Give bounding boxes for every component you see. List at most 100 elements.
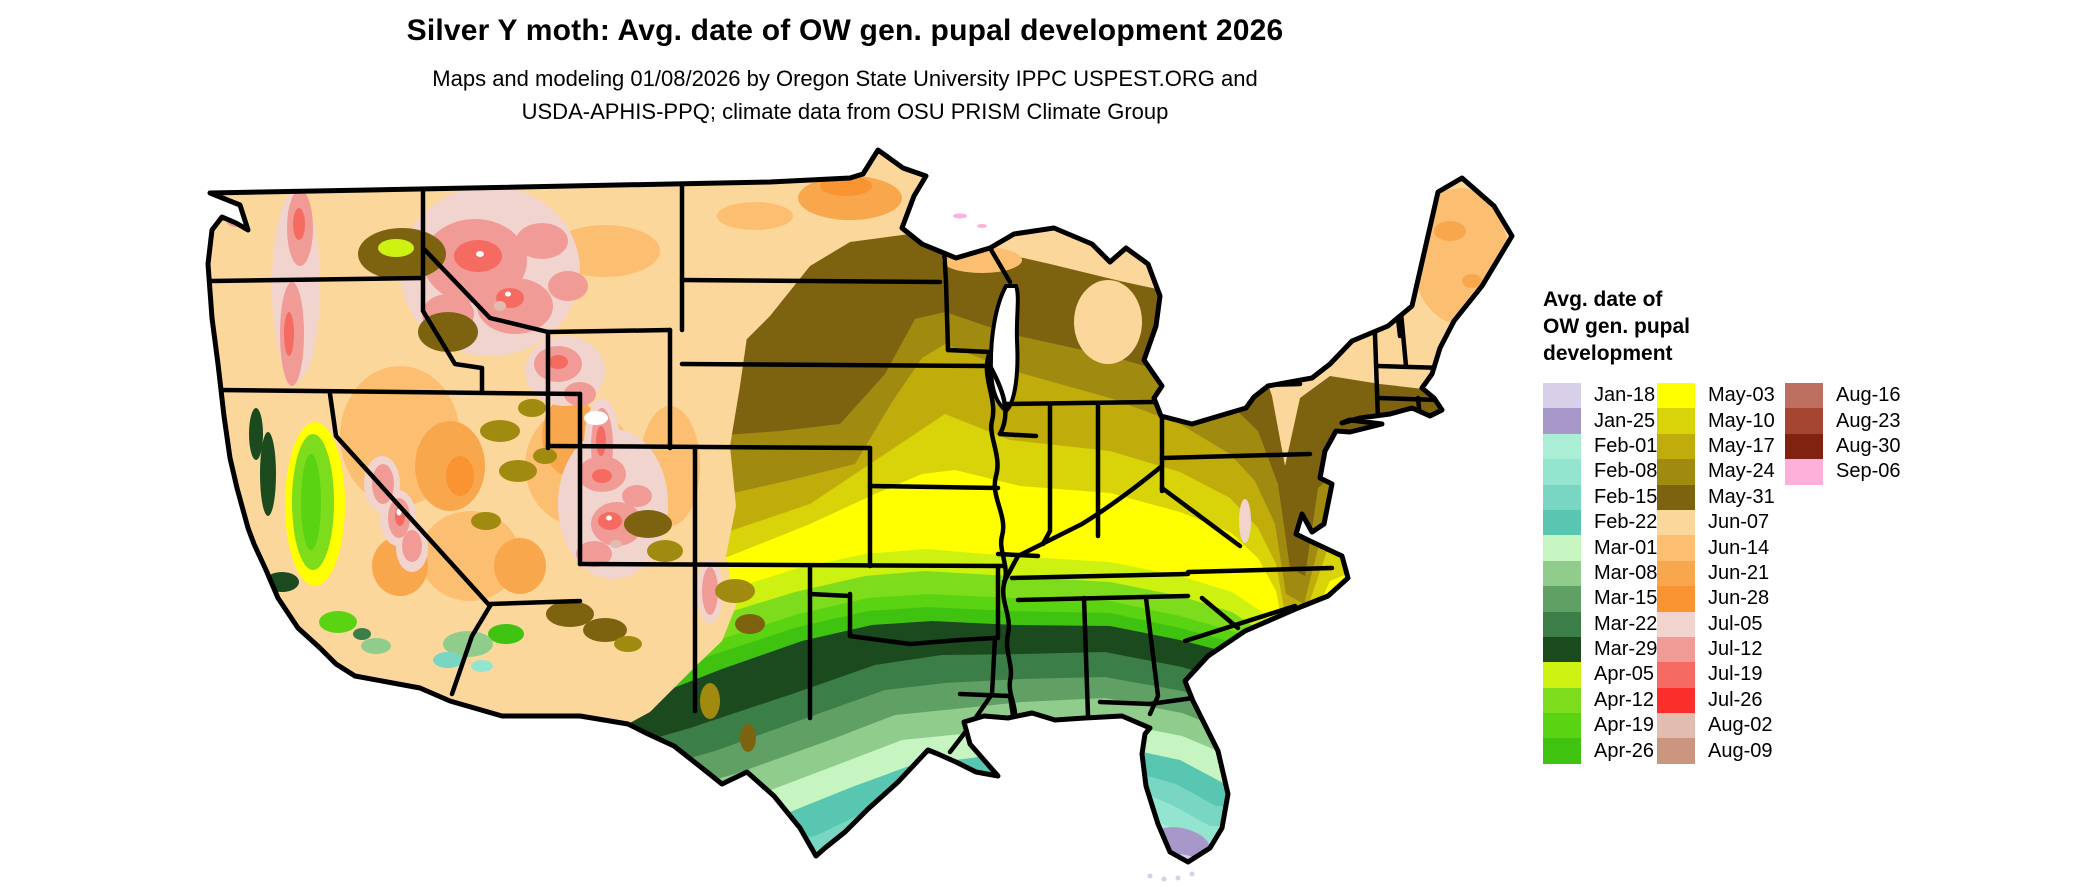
legend-swatch	[1657, 662, 1695, 688]
legend-entry: Jul-05	[1657, 611, 1775, 637]
legend-entry: Jul-26	[1657, 687, 1775, 714]
legend-label: Apr-05	[1594, 663, 1655, 686]
legend-entry: Sep-06	[1785, 459, 1901, 485]
legend-entry: Jun-21	[1657, 560, 1775, 587]
legend-label: Mar-15	[1594, 587, 1658, 610]
legend-entry: Jan-18	[1543, 383, 1657, 409]
legend-label: Mar-08	[1594, 561, 1658, 584]
legend-swatch	[1785, 459, 1823, 485]
legend-swatch	[1543, 383, 1581, 409]
legend-label: May-17	[1708, 434, 1775, 457]
patches-jun07-islands	[1074, 280, 1342, 370]
patch-columbia-basin-center	[378, 239, 414, 257]
legend-label: Mar-01	[1594, 536, 1658, 559]
legend-label: Jul-19	[1708, 663, 1763, 686]
legend-label: May-10	[1708, 409, 1775, 432]
legend-swatch	[1657, 560, 1695, 587]
legend-entry: Jan-25	[1543, 408, 1657, 434]
legend-label: Jun-14	[1708, 536, 1770, 559]
isle-royale-specks	[953, 213, 987, 228]
legend-swatch	[1543, 509, 1581, 536]
legend-label: Jan-25	[1594, 409, 1656, 432]
legend-entry: Apr-05	[1543, 662, 1657, 688]
legend-label: Aug-16	[1836, 384, 1901, 407]
legend-column-3: Aug-16 Aug-23 Aug-30 Sep-06	[1785, 383, 1901, 485]
legend-label: Sep-06	[1836, 460, 1901, 483]
legend-label: Feb-08	[1594, 460, 1658, 483]
legend-entry: Apr-12	[1543, 687, 1657, 714]
legend-entry: Feb-08	[1543, 459, 1658, 485]
legend-swatch	[1543, 636, 1581, 663]
florida-keys	[1147, 871, 1195, 882]
legend-label: Jul-05	[1708, 612, 1763, 635]
legend-swatch	[1657, 433, 1695, 460]
legend-column-2: May-03 May-10 May-17 May-24 May-31 Jun-0…	[1657, 383, 1775, 764]
legend-swatch	[1657, 611, 1695, 637]
legend-label: Jun-21	[1708, 561, 1770, 584]
legend-entry: Apr-26	[1543, 738, 1657, 764]
legend-swatch	[1543, 560, 1581, 587]
legend-swatch	[1543, 586, 1581, 612]
legend-columns: Jan-18 Jan-25 Feb-01 Feb-08 Feb-15 Feb-2…	[1543, 383, 2083, 783]
subtitle-line-2: USDA-APHIS-PPQ; climate data from OSU PR…	[521, 99, 1169, 124]
legend-label: Jun-28	[1708, 587, 1770, 610]
legend-entry: Jul-19	[1657, 662, 1775, 688]
legend-entry: Mar-01	[1543, 535, 1658, 561]
legend-swatch	[1543, 535, 1581, 561]
legend-entry: Aug-16	[1785, 383, 1901, 409]
legend-entry: May-10	[1657, 408, 1775, 434]
us-outline	[205, 147, 1515, 865]
map-container	[150, 136, 1532, 888]
legend-swatch	[1543, 433, 1581, 460]
patches-california	[249, 408, 391, 654]
header: Silver Y moth: Avg. date of OW gen. pupa…	[150, 14, 1540, 128]
legend-swatch	[1785, 408, 1823, 434]
subtitle-line-1: Maps and modeling 01/08/2026 by Oregon S…	[432, 66, 1258, 91]
legend-entry: Feb-01	[1543, 433, 1657, 460]
legend: Avg. date of OW gen. pupal development J…	[1543, 286, 2083, 783]
legend-label: Feb-15	[1594, 485, 1658, 508]
legend-entry: Mar-29	[1543, 636, 1658, 663]
legend-swatch	[1657, 459, 1695, 485]
legend-label: Jul-12	[1708, 638, 1763, 661]
legend-swatch	[1785, 433, 1823, 460]
legend-swatch	[1543, 687, 1581, 714]
us-choropleth-map	[205, 147, 1515, 882]
legend-label: Jan-18	[1594, 384, 1656, 407]
legend-title-line: OW gen. pupal	[1543, 315, 1690, 338]
patches-aug02-specks	[494, 301, 622, 548]
legend-entry: Mar-08	[1543, 560, 1658, 587]
legend-entry: May-03	[1657, 383, 1775, 409]
legend-swatch	[1657, 484, 1695, 510]
patches-may24-olive	[471, 399, 755, 719]
legend-column-1: Jan-18 Jan-25 Feb-01 Feb-08 Feb-15 Feb-2…	[1543, 383, 1657, 764]
legend-swatch	[1543, 738, 1581, 764]
legend-label: May-31	[1708, 485, 1775, 508]
legend-label: Mar-29	[1594, 638, 1658, 661]
legend-entry: Jun-28	[1657, 586, 1775, 612]
legend-swatch	[1657, 586, 1695, 612]
legend-entry: Feb-15	[1543, 484, 1658, 510]
legend-swatch	[1657, 383, 1695, 409]
legend-swatch	[1543, 408, 1581, 434]
legend-entry: Aug-23	[1785, 408, 1901, 434]
legend-label: Feb-22	[1594, 511, 1658, 534]
legend-label: Apr-12	[1594, 688, 1655, 711]
legend-title: Avg. date of OW gen. pupal development	[1543, 286, 2083, 367]
legend-swatch	[1657, 713, 1695, 739]
legend-label: Aug-30	[1836, 434, 1901, 457]
legend-label: Aug-09	[1708, 739, 1773, 762]
legend-swatch	[1657, 636, 1695, 663]
legend-swatch	[1657, 408, 1695, 434]
legend-label: May-03	[1708, 384, 1775, 407]
legend-entry: May-17	[1657, 433, 1775, 460]
legend-label: Mar-22	[1594, 612, 1658, 635]
legend-entry: Jun-14	[1657, 535, 1775, 561]
legend-entry: Mar-15	[1543, 586, 1658, 612]
patches-snow-white-peaks	[396, 251, 612, 521]
legend-entry: Aug-30	[1785, 433, 1901, 460]
legend-entry: May-31	[1657, 484, 1775, 510]
legend-label: Jun-07	[1708, 511, 1770, 534]
legend-entry: May-24	[1657, 459, 1775, 485]
